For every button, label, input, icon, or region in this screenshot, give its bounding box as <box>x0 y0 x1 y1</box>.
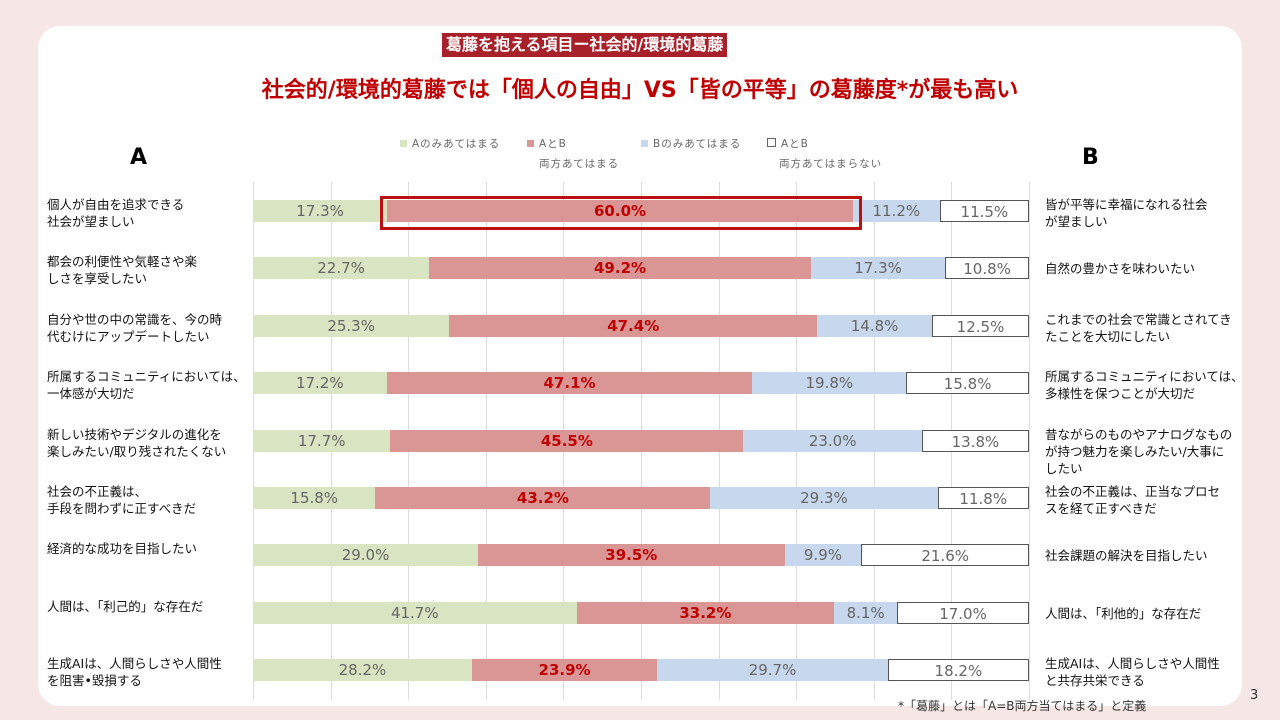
statement-b: これまでの社会で常識とされてき たことを大切にしたい <box>1045 311 1232 344</box>
statement-a: 自分や世の中の常識を、今の時 代むけにアップデートしたい <box>47 311 223 344</box>
statement-b: 皆が平等に幸福になれる社会 が望ましい <box>1045 197 1208 229</box>
column-b-header: B <box>1082 145 1099 170</box>
statement-b: 所属するコミュニティにおいては、 多様性を保つことが大切だ <box>1045 369 1244 402</box>
bar-b-only: 23.0% <box>743 429 922 452</box>
bar-both: 39.5% <box>478 544 785 567</box>
bar-both: 47.1% <box>386 372 753 395</box>
statement-a: 人間は、「利己的」な存在だ <box>47 598 204 614</box>
legend-swatch <box>641 140 648 147</box>
bar-b-only: 9.9% <box>784 544 862 567</box>
bar-both: 23.9% <box>471 659 658 682</box>
bar-neither: 18.2% <box>887 659 1029 682</box>
statement-b: 自然の豊かさを味わいたい <box>1045 261 1196 277</box>
bar-a-only: 22.7% <box>253 257 430 280</box>
bar-neither: 13.8% <box>921 429 1029 452</box>
legend-item: Bのみあてはまる <box>641 134 741 174</box>
highlight-box <box>380 196 862 230</box>
statement-a: 社会の不正義は、 手段を問わずに正すべきだ <box>47 484 197 516</box>
gridline <box>1029 182 1030 700</box>
bar-b-only: 14.8% <box>817 314 932 337</box>
bar-b-only: 8.1% <box>834 601 898 624</box>
statement-b: 社会課題の解決を目指したい <box>1045 548 1208 564</box>
bar-neither: 17.0% <box>897 601 1029 624</box>
bar-a-only: 41.7% <box>253 601 577 624</box>
statement-b: 生成AIは、人間らしさや人間性 と共存共栄できる <box>1045 656 1220 689</box>
bar-a-only: 28.2% <box>253 659 472 682</box>
legend-item: Aのみあてはまる <box>400 134 500 174</box>
legend-swatch <box>767 138 776 147</box>
bar-b-only: 19.8% <box>752 372 907 395</box>
bar-a-only: 15.8% <box>253 487 376 509</box>
bar-b-only: 29.3% <box>710 487 938 509</box>
statement-a: 所属するコミュニティにおいては、 一体感が大切だ <box>47 369 246 402</box>
bar-b-only: 11.2% <box>852 200 940 222</box>
statement-b: 昔ながらのものやアナログなもの が持つ魅力を楽しみたい/大事に したい <box>1045 426 1233 476</box>
bar-neither: 21.6% <box>861 544 1029 567</box>
statement-a: 都会の利便性や気軽さや楽 しさを享受したい <box>47 254 198 287</box>
legend-item: AとB 両方あてはまらない <box>767 134 882 174</box>
bar-neither: 12.5% <box>932 314 1029 337</box>
bar-a-only: 17.3% <box>253 200 388 222</box>
legend-item: AとB 両方あてはまる <box>527 134 619 174</box>
statement-a: 経済的な成功を目指したい <box>47 541 198 557</box>
bar-both: 45.5% <box>390 429 744 452</box>
bar-both: 33.2% <box>576 601 835 624</box>
footnote: *「葛藤」とは「A=B両方当てはまる」と定義 <box>898 699 1147 713</box>
bar-b-only: 29.7% <box>657 659 888 682</box>
column-a-header: A <box>130 145 148 170</box>
statement-a: 生成AIは、人間らしさや人間性 を阻害•毀損する <box>47 656 222 689</box>
statement-a: 個人が自由を追求できる 社会が望ましい <box>47 197 185 229</box>
legend-swatch <box>527 140 534 147</box>
section-tag: 葛藤を抱える項目ー社会的/環境的葛藤 <box>442 33 728 57</box>
bar-a-only: 25.3% <box>253 314 450 337</box>
statement-a: 新しい技術やデジタルの進化を 楽しみたい/取り残されたくない <box>47 426 227 459</box>
bar-b-only: 17.3% <box>810 257 946 280</box>
bar-both: 43.2% <box>375 487 711 509</box>
bar-a-only: 17.2% <box>253 372 387 395</box>
bar-neither: 15.8% <box>906 372 1029 395</box>
slide-title: 社会的/環境的葛藤では「個人の自由」VS「皆の平等」の葛藤度*が最も高い <box>261 78 1019 103</box>
legend-swatch <box>400 140 407 147</box>
bar-neither: 10.8% <box>945 257 1029 280</box>
bar-a-only: 29.0% <box>253 544 479 567</box>
slide-card <box>38 26 1242 706</box>
page-number: 3 <box>1250 688 1259 703</box>
bar-both: 60.0% <box>387 200 853 222</box>
bar-a-only: 17.7% <box>253 429 391 452</box>
bar-both: 49.2% <box>429 257 811 280</box>
bar-neither: 11.8% <box>937 487 1029 509</box>
bar-both: 47.4% <box>449 314 818 337</box>
bar-neither: 11.5% <box>939 200 1029 222</box>
statement-b: 人間は、「利他的」な存在だ <box>1045 605 1202 621</box>
statement-b: 社会の不正義は、正当なプロセ スを経て正すべきだ <box>1045 484 1221 516</box>
